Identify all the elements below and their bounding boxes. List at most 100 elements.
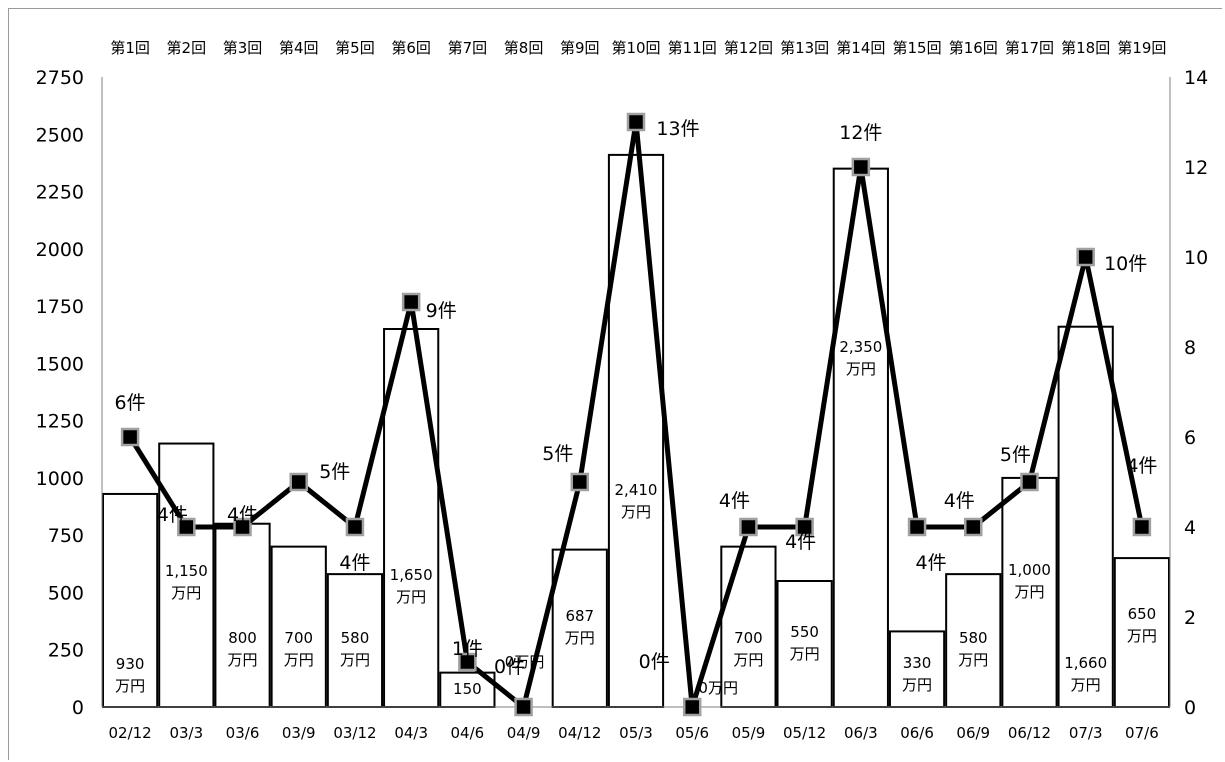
count-label: 4件 <box>916 552 947 574</box>
round-label: 第1回 <box>110 39 150 57</box>
round-label: 第19回 <box>1117 39 1166 57</box>
category-label: 05/12 <box>783 724 826 742</box>
bar-unit-label: 万円 <box>340 651 370 669</box>
round-label: 第8回 <box>504 39 544 57</box>
bar-unit-label: 万円 <box>284 651 314 669</box>
left-tick-label: 0 <box>72 697 84 719</box>
round-label: 第16回 <box>949 39 998 57</box>
left-tick-label: 1500 <box>36 353 84 375</box>
right-tick-label: 12 <box>1184 157 1208 179</box>
round-label: 第6回 <box>391 39 431 57</box>
bar-unit-label: 万円 <box>1071 676 1101 694</box>
bar-unit-label: 万円 <box>621 503 651 521</box>
count-label: 1件 <box>452 638 483 660</box>
count-marker <box>851 157 871 177</box>
count-marker <box>514 697 533 717</box>
round-label: 第2回 <box>167 39 207 57</box>
count-marker <box>120 427 140 447</box>
bar-value-label: 1,660 <box>1064 654 1107 672</box>
right-tick-label: 6 <box>1184 427 1196 449</box>
count-marker <box>1020 472 1039 492</box>
round-label: 第5回 <box>335 39 375 57</box>
round-labels: 第1回 第2回 第3回 第4回 第5回 第6回 第7回 第8回 第9回 第10回 第11回 第12回第… <box>110 39 1166 57</box>
category-label: 04/9 <box>507 724 541 742</box>
bar-unit-label: 万円 <box>115 677 145 695</box>
left-tick-label: 500 <box>48 582 84 604</box>
bar-value-label: 930 <box>116 655 145 673</box>
category-labels: 02/12 03/3 03/6 03/9 03/12 04/3 04/6 04/9 04/12 0… <box>108 724 1158 742</box>
left-tick-label: 250 <box>48 640 84 662</box>
bar-unit-label: 万円 <box>846 360 876 378</box>
round-label: 第10回 <box>611 39 660 57</box>
count-label: 0件 <box>494 656 525 678</box>
count-marker <box>570 472 590 492</box>
left-tick-label: 750 <box>48 525 84 547</box>
bar-value-label: 580 <box>341 629 370 647</box>
bar <box>888 630 946 709</box>
count-label: 4件 <box>719 490 750 512</box>
count-label: 12件 <box>839 122 882 144</box>
bar-value-label: 700 <box>734 629 763 647</box>
count-label: 4件 <box>339 552 370 574</box>
count-marker <box>795 517 814 537</box>
round-label: 第12回 <box>724 39 773 57</box>
category-label: 07/6 <box>1125 724 1159 742</box>
bar <box>551 548 608 709</box>
right-tick-label: 4 <box>1184 517 1196 539</box>
category-label: 03/3 <box>169 724 203 742</box>
category-label: 05/3 <box>619 724 653 742</box>
bar-value-label: 800 <box>228 629 257 647</box>
count-label: 5件 <box>319 461 350 483</box>
bar <box>1057 325 1114 708</box>
bar-value-label: 700 <box>284 629 313 647</box>
bar <box>832 167 889 709</box>
bar-value-label: 687 <box>565 607 594 625</box>
right-tick-label: 0 <box>1184 697 1196 719</box>
bar-value-label: 550 <box>790 623 819 641</box>
count-label: 13件 <box>656 118 699 140</box>
bar-unit-label: 万円 <box>228 651 258 669</box>
count-label: 6件 <box>115 392 146 414</box>
chart-frame <box>8 8 1222 760</box>
count-marker <box>401 292 421 312</box>
round-label: 第9回 <box>560 39 600 57</box>
round-label: 第7回 <box>448 39 488 57</box>
count-label: 4件 <box>157 504 188 526</box>
category-label: 05/6 <box>675 724 709 742</box>
count-line: 6件 4件 4件 5件 4件 9件 1件 0件 5件 13件 0件 4件 4件 12件 4件 4件 5件 10件 4… <box>115 112 1157 717</box>
bar-unit-label: 万円 <box>565 629 595 647</box>
count-label: 10件 <box>1104 253 1147 275</box>
category-label: 04/12 <box>558 724 601 742</box>
bar-unit-label: 万円 <box>902 676 932 694</box>
count-marker <box>626 112 646 132</box>
round-label: 第15回 <box>893 39 942 57</box>
bar-value-label: 580 <box>959 629 988 647</box>
bar-value-label: 1,000 <box>1008 561 1051 579</box>
bar-value-label: 2,410 <box>615 481 658 499</box>
left-tick-label: 2000 <box>36 239 84 261</box>
right-tick-label: 8 <box>1184 337 1196 359</box>
bar <box>158 442 215 708</box>
bar-value-label: 0万円 <box>698 679 738 697</box>
count-label: 5件 <box>542 443 573 465</box>
count-label: 4件 <box>227 504 258 526</box>
right-tick-label: 2 <box>1184 607 1196 629</box>
round-label: 第14回 <box>836 39 885 57</box>
count-marker <box>1132 517 1152 537</box>
bar <box>326 573 384 708</box>
category-label: 02/12 <box>108 724 151 742</box>
count-label: 5件 <box>1000 444 1031 466</box>
left-tick-label: 1000 <box>36 468 84 490</box>
round-label: 第3回 <box>223 39 263 57</box>
count-label: 9件 <box>426 300 457 322</box>
count-label: 4件 <box>1126 455 1157 477</box>
bar <box>607 153 665 708</box>
bar-unit-label: 万円 <box>1014 583 1044 601</box>
bar <box>214 522 271 709</box>
bar <box>270 545 327 708</box>
bar <box>1001 476 1058 708</box>
round-label: 第17回 <box>1005 39 1054 57</box>
category-label: 03/6 <box>226 724 260 742</box>
left-tick-label: 2750 <box>36 67 84 89</box>
